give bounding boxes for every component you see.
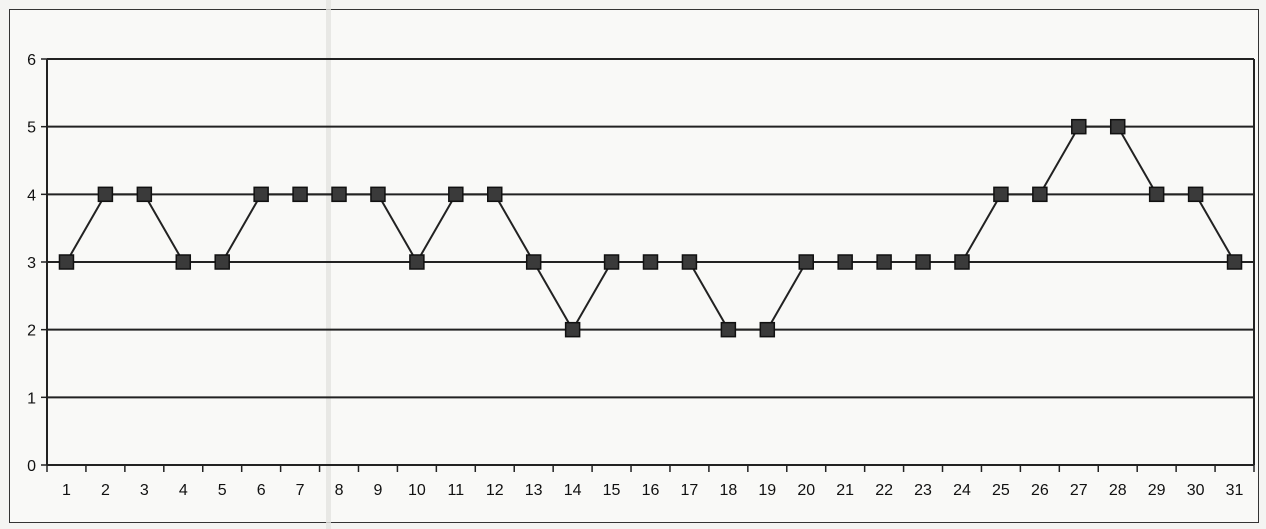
data-point	[1148, 186, 1165, 203]
data-point	[292, 186, 308, 203]
x-tick-label: 28	[1109, 482, 1127, 499]
data-point	[1109, 118, 1126, 135]
y-tick-label: 3	[27, 255, 36, 272]
x-tick-label: 10	[408, 482, 426, 499]
x-tick-label: 3	[140, 482, 149, 499]
data-point	[175, 254, 192, 270]
x-tick-label: 25	[992, 482, 1010, 499]
y-tick-label: 2	[27, 323, 36, 340]
x-tick-label: 19	[758, 482, 776, 499]
data-point	[214, 254, 230, 270]
x-tick-label: 21	[836, 482, 854, 499]
data-point	[681, 254, 698, 270]
data-point	[954, 254, 970, 270]
data-point	[1032, 186, 1048, 203]
data-point	[603, 254, 620, 270]
data-point	[993, 186, 1009, 203]
x-tick-label: 1	[62, 482, 71, 499]
data-point	[1187, 186, 1204, 203]
data-point	[253, 186, 269, 203]
data-point	[1071, 118, 1087, 135]
x-tick-label: 5	[218, 482, 227, 499]
y-tick-label: 4	[27, 187, 36, 204]
series	[58, 118, 1243, 338]
data-point	[97, 186, 114, 203]
data-point	[1226, 254, 1243, 270]
x-tick-label: 11	[448, 482, 465, 499]
x-tick-label: 9	[373, 482, 382, 499]
x-tick-label: 30	[1187, 482, 1205, 499]
x-tick-label: 14	[564, 482, 582, 499]
axes	[41, 58, 1255, 472]
data-point	[876, 254, 892, 270]
x-tick-label: 26	[1031, 482, 1049, 499]
x-tick-label: 8	[335, 482, 344, 499]
data-point	[409, 254, 425, 270]
x-tick-label: 7	[296, 482, 305, 499]
data-point	[331, 186, 347, 203]
x-tick-label: 31	[1226, 482, 1244, 499]
gridlines	[47, 58, 1254, 466]
data-point	[448, 186, 464, 203]
data-point	[58, 254, 75, 270]
x-tick-label: 6	[257, 482, 266, 499]
y-tick-label: 6	[27, 52, 36, 69]
y-tick-label: 1	[27, 390, 36, 407]
data-point	[720, 321, 737, 338]
x-tick-label: 22	[875, 482, 893, 499]
x-tick-label: 29	[1148, 482, 1166, 499]
x-tick-label: 4	[179, 482, 188, 499]
x-tick-label: 20	[797, 482, 815, 499]
y-tick-label: 0	[27, 458, 36, 475]
x-tick-label: 15	[603, 482, 621, 499]
x-tick-label: 23	[914, 482, 932, 499]
x-tick-label: 16	[642, 482, 660, 499]
x-tick-label: 13	[525, 482, 543, 499]
data-point	[837, 254, 853, 270]
data-point	[136, 186, 153, 203]
data-point	[759, 321, 776, 338]
x-tick-label: 24	[953, 482, 971, 499]
data-point	[487, 186, 503, 203]
data-point	[642, 254, 659, 270]
data-point	[525, 254, 542, 270]
data-point	[798, 254, 814, 270]
series-line-0	[65, 125, 1236, 332]
data-point	[915, 254, 931, 270]
x-tick-label: 17	[681, 482, 699, 499]
scan-streak	[326, 0, 331, 529]
data-point	[370, 186, 386, 203]
data-point	[564, 321, 581, 338]
y-tick-label: 5	[27, 120, 36, 137]
x-tick-label: 2	[101, 482, 110, 499]
x-tick-label: 27	[1070, 482, 1088, 499]
x-tick-label: 18	[719, 482, 737, 499]
x-tick-label: 12	[486, 482, 504, 499]
